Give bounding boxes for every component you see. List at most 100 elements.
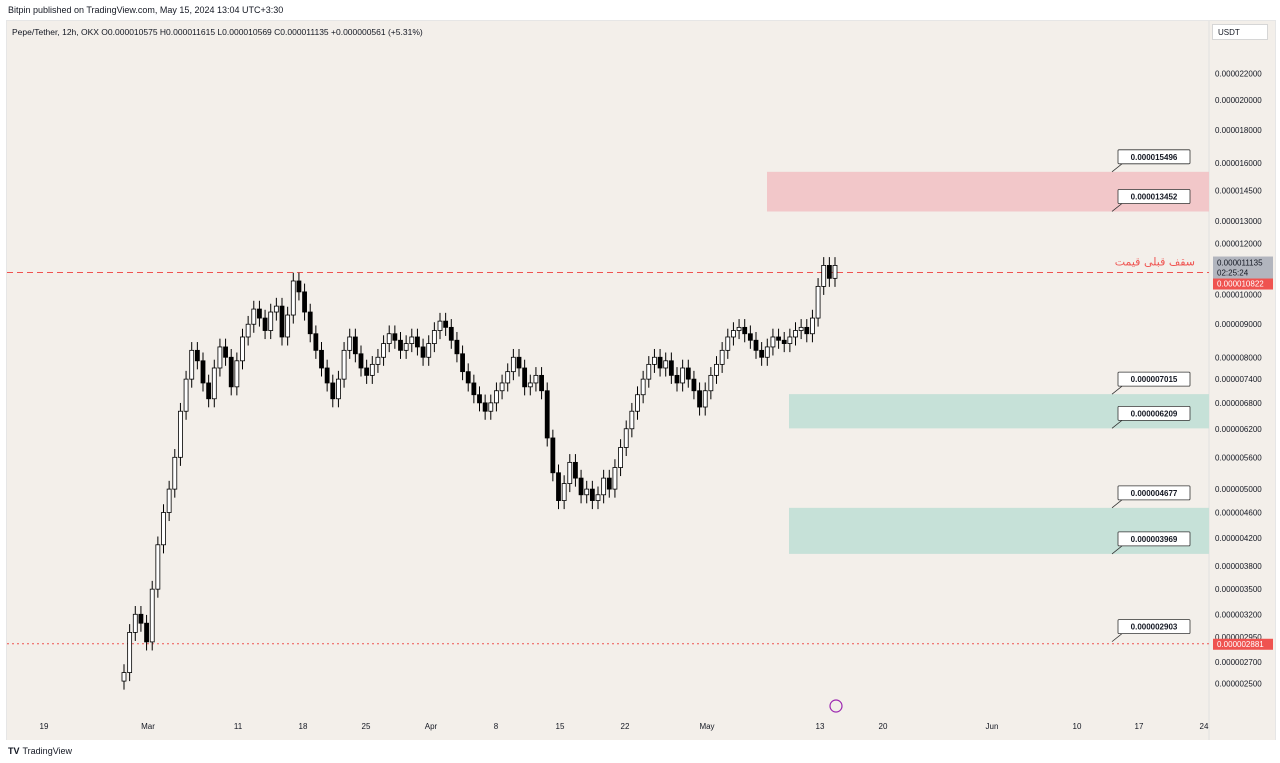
candle-body: [482, 402, 488, 412]
candlestick-chart[interactable]: 0.000022000 0.000020000 0.000018000 0.00001…: [7, 21, 1275, 741]
candle-body: [127, 632, 133, 673]
candle-body: [781, 339, 787, 344]
candle-body: [573, 461, 578, 479]
candle-body: [330, 382, 336, 400]
candle-body: [629, 410, 635, 430]
candle-body: [527, 382, 533, 388]
x-tick-label: 17: [1135, 722, 1144, 731]
y-tick-label: 0.000006200: [1215, 425, 1262, 434]
y-tick-label: 0.000009000: [1215, 320, 1262, 329]
candle-body: [149, 588, 155, 643]
candle-body: [465, 371, 471, 384]
candle-body: [516, 356, 522, 369]
candle-body: [623, 428, 629, 448]
candle-body: [787, 336, 793, 344]
candle-body: [161, 512, 166, 546]
x-tick-label: Jun: [986, 722, 999, 731]
candle-body: [454, 339, 460, 355]
candle-body: [415, 336, 420, 348]
y-tick-label: 0.000002500: [1215, 680, 1262, 689]
x-tick-label: 19: [40, 722, 49, 731]
candle-body: [409, 336, 415, 344]
candle-body: [533, 374, 539, 384]
candle-body: [499, 382, 505, 392]
callout-label: 0.000007015: [1131, 375, 1178, 384]
event-flash-icon[interactable]: [829, 699, 843, 713]
candle-body: [386, 333, 392, 344]
candle-body: [296, 280, 302, 293]
candle-body: [285, 314, 291, 338]
x-tick-label: 25: [362, 722, 371, 731]
x-tick-label: May: [699, 722, 714, 731]
candle-body: [262, 317, 268, 331]
candle-body: [217, 346, 223, 369]
candle-body: [798, 326, 804, 331]
candle-body: [426, 343, 432, 358]
candle-body: [618, 447, 623, 468]
y-tick-label: 0.000022000: [1215, 70, 1262, 79]
candle-body: [635, 394, 640, 412]
candle-body: [352, 336, 358, 355]
candle-body: [494, 390, 499, 404]
bottom-line-label: 0.000002881: [1217, 640, 1264, 649]
candle-body: [307, 311, 313, 335]
annotation-text: سقف قبلی قیمت: [1115, 256, 1195, 269]
y-tick-label: 0.000010000: [1215, 291, 1262, 300]
candle-body: [223, 346, 228, 358]
candle-body: [714, 363, 719, 376]
candle-body: [550, 437, 556, 474]
x-tick-label: 24: [1200, 722, 1209, 731]
x-tick-label: 11: [234, 722, 243, 731]
candle-body: [652, 356, 657, 365]
x-tick-label: 15: [556, 722, 565, 731]
candle-body: [702, 390, 708, 408]
callout-label: 0.000002903: [1131, 623, 1178, 632]
candle-body: [488, 402, 494, 412]
candle-body: [268, 311, 274, 331]
currency-button[interactable]: USDT: [1212, 24, 1268, 40]
x-tick-label: 8: [494, 722, 499, 731]
tradingview-logo-icon: TV: [8, 746, 20, 756]
y-tick-label: 0.000006800: [1215, 399, 1262, 408]
candle-body: [793, 330, 798, 338]
candle-body: [347, 336, 353, 351]
candle-body: [364, 367, 370, 376]
candle-body: [324, 367, 330, 384]
y-tick-label: 0.000002700: [1215, 658, 1262, 667]
candle-body: [200, 360, 206, 384]
y-tick-label: 0.000003800: [1215, 562, 1262, 571]
candle-body: [431, 330, 437, 344]
y-tick-label: 0.000004600: [1215, 509, 1262, 518]
y-tick-label: 0.000008000: [1215, 353, 1262, 362]
callout-box: [1117, 189, 1191, 204]
tradingview-logo[interactable]: TV TradingView: [8, 746, 72, 756]
candle-body: [826, 265, 832, 279]
candle-body: [697, 390, 702, 408]
candle-body: [595, 494, 601, 501]
candle-body: [770, 336, 776, 348]
callout-pointer: [1111, 545, 1123, 555]
candle-body: [392, 333, 398, 341]
callout-pointer: [1111, 499, 1123, 509]
candle-body: [471, 382, 477, 396]
top-bar: Bitpin published on TradingView.com, May…: [0, 0, 1280, 20]
line-price-label-bg: [1213, 278, 1273, 290]
candle-body: [240, 336, 245, 362]
y-tick-label: 0.000018000: [1215, 126, 1262, 135]
candle-body: [747, 333, 753, 341]
candle-body: [589, 488, 595, 501]
candle-body: [448, 326, 454, 341]
published-by-text: Bitpin published on TradingView.com, May…: [8, 5, 284, 15]
candle-body: [381, 343, 386, 358]
chart-frame[interactable]: 0.000022000 0.000020000 0.000018000 0.00001…: [6, 20, 1276, 742]
candle-body: [420, 346, 426, 358]
candle-body: [178, 410, 183, 458]
current-price-label: 0.000011135: [1217, 259, 1263, 268]
x-tick-label: 13: [816, 722, 825, 731]
callout-box: [1117, 485, 1191, 501]
footer: TV TradingView: [0, 740, 1280, 763]
candle-body: [132, 613, 138, 633]
candle-body: [567, 461, 573, 484]
callout-pointer: [1111, 163, 1123, 173]
candle-body: [685, 367, 691, 380]
